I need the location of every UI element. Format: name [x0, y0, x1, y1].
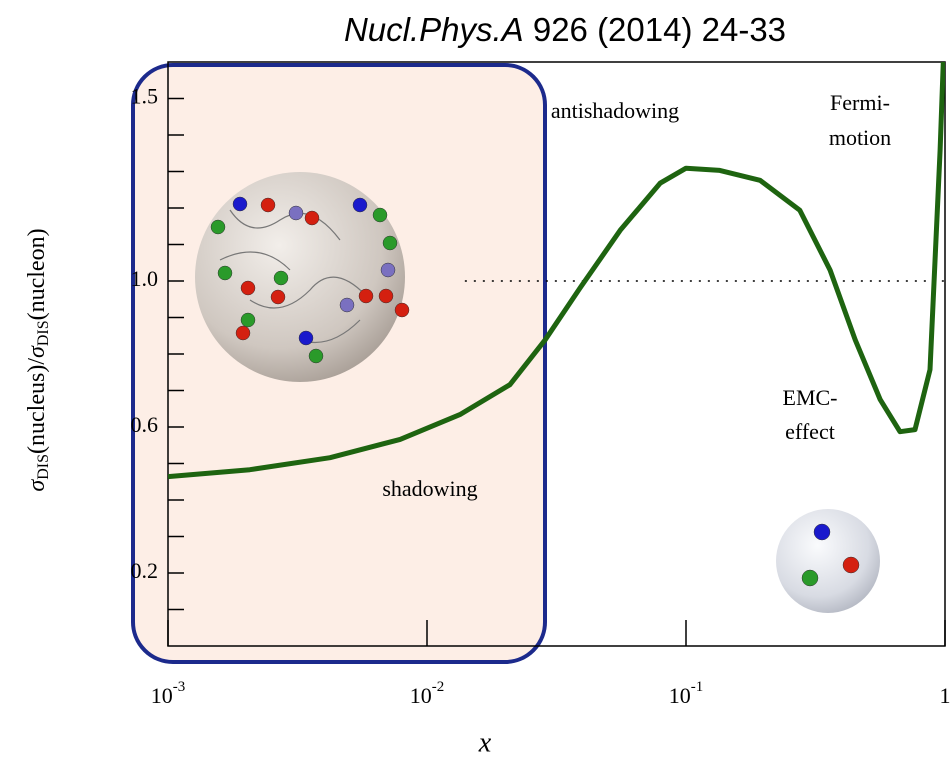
chart-title: Nucl.Phys.A 926 (2014) 24-33: [344, 11, 786, 48]
nucleus-illustration: [195, 172, 880, 613]
x-tick-exponent: -3: [173, 679, 186, 695]
x-axis-label: x: [478, 727, 492, 758]
y-label-part: (nucleus)/: [24, 358, 50, 454]
x-tick-exponent: -2: [432, 679, 445, 695]
x-tick-label: 10-3: [151, 679, 186, 708]
y-label-part: DIS: [35, 454, 52, 480]
x-tick-base: 10: [151, 683, 173, 708]
plot-area: [168, 62, 945, 480]
annotation: shadowing: [382, 476, 477, 501]
y-label-part: σ: [24, 479, 50, 492]
annotation: motion: [829, 125, 891, 150]
x-tick-exponent: -1: [691, 679, 704, 695]
x-tick-base: 10: [410, 683, 432, 708]
y-tick-label: 1.5: [131, 84, 159, 109]
curve: [168, 62, 945, 480]
annotation: effect: [785, 419, 835, 444]
x-tick-base: 10: [669, 683, 691, 708]
y-label-part: σ: [24, 345, 50, 358]
y-tick-label: 1.0: [131, 266, 159, 291]
y-axis-label: σDIS(nucleus)/σDIS(nucleon): [24, 228, 52, 491]
annotation: EMC-: [783, 385, 838, 410]
y-label-part: DIS: [35, 320, 52, 346]
y-tick-label: 0.2: [131, 558, 159, 583]
y-tick-label: 0.6: [131, 412, 159, 437]
x-tick-label: 10-2: [410, 679, 445, 708]
title-part: 926 (2014) 24-33: [533, 11, 786, 48]
x-tick-base: 1: [940, 683, 950, 708]
title-part: Nucl.Phys.A: [344, 11, 524, 48]
annotation: Fermi-: [830, 90, 890, 115]
annotation: antishadowing: [551, 98, 679, 123]
x-tick-label: 10-1: [669, 679, 704, 708]
y-label-part: (nucleon): [24, 228, 50, 320]
x-tick-label: 1: [940, 683, 950, 708]
